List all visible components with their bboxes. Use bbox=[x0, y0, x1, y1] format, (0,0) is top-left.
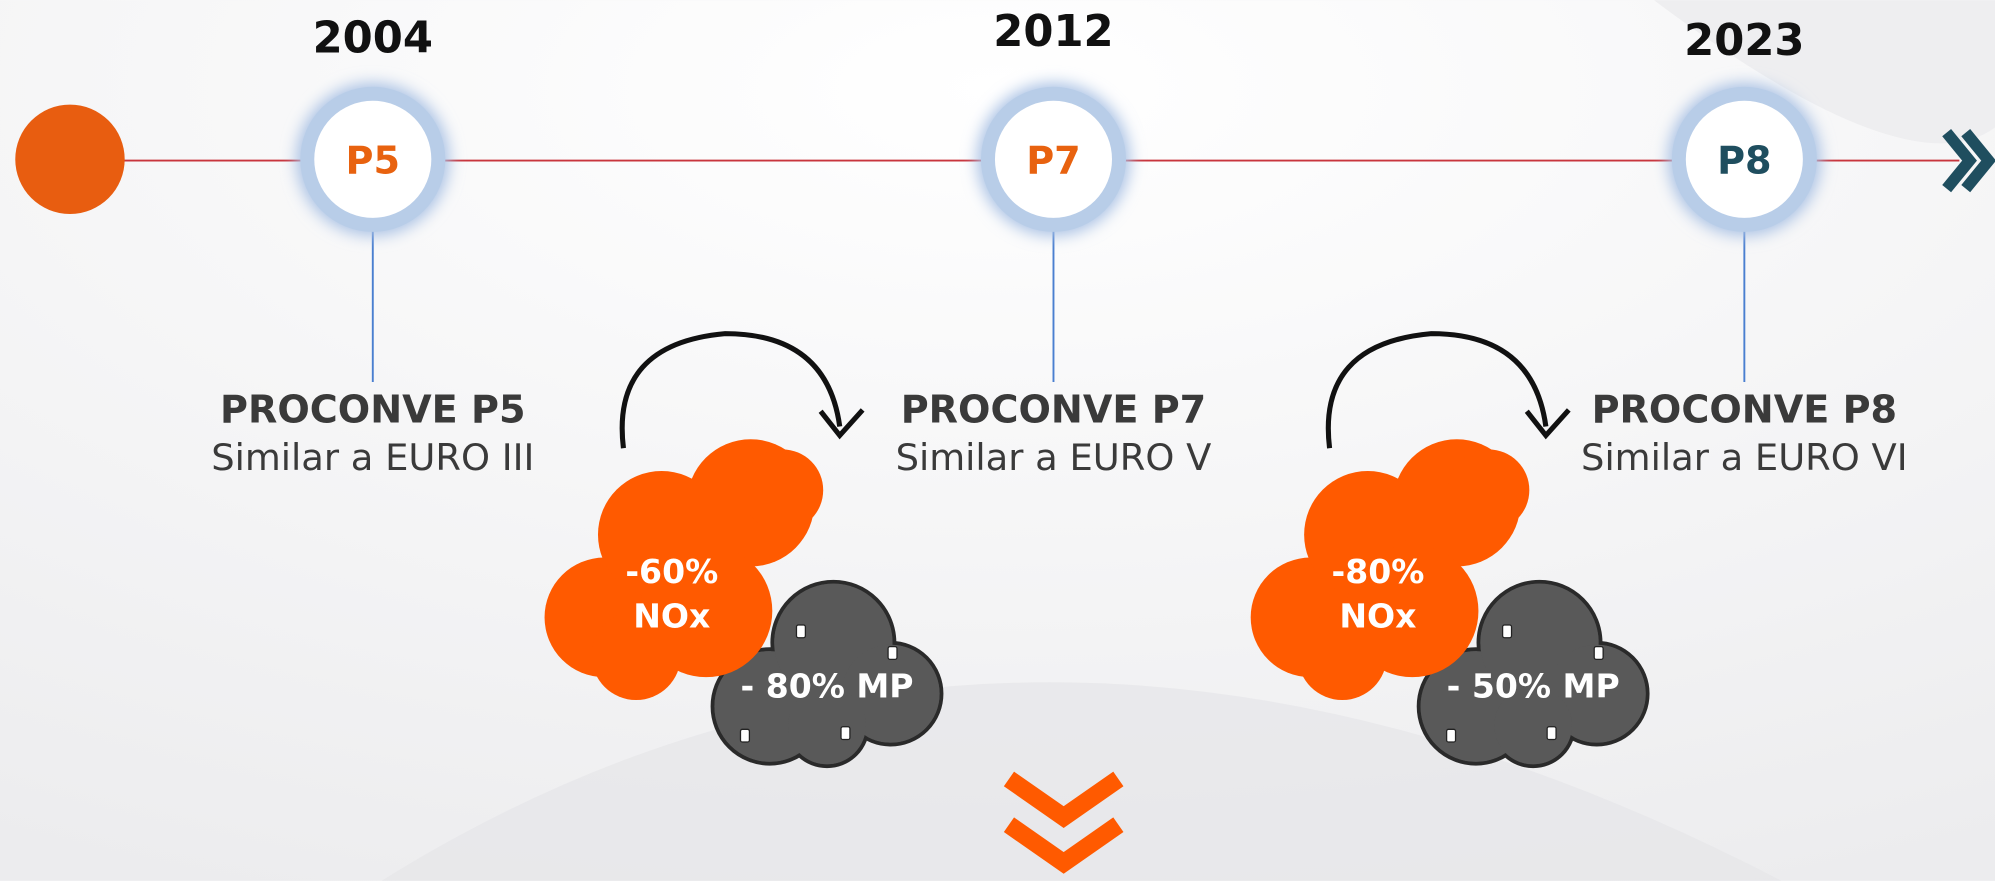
nox-cloud bbox=[741, 449, 824, 531]
mp-reduction: - 80% MP bbox=[740, 667, 913, 706]
start-dot bbox=[15, 104, 125, 215]
particle bbox=[1501, 624, 1513, 639]
particle bbox=[1445, 728, 1457, 743]
milestone-subtitle: Similar a EURO V bbox=[896, 436, 1212, 479]
milestone-subtitle: Similar a EURO III bbox=[211, 436, 534, 479]
nox-label: NOx bbox=[633, 597, 710, 636]
year: 2023 bbox=[1684, 16, 1804, 66]
mp-cloud bbox=[1547, 644, 1646, 743]
particle bbox=[1593, 645, 1604, 660]
down-chevron bbox=[1003, 771, 1124, 874]
nox-value: -80% bbox=[1331, 552, 1424, 591]
milestone-core bbox=[994, 100, 1113, 218]
year: 2012 bbox=[993, 7, 1113, 57]
year: 2004 bbox=[313, 13, 433, 63]
particle bbox=[1546, 726, 1557, 741]
mp-reduction: - 50% MP bbox=[1447, 667, 1620, 706]
milestone-code: P5 bbox=[346, 138, 401, 182]
arrow-head bbox=[1524, 408, 1571, 440]
nox-cloud bbox=[1297, 610, 1387, 701]
nox-cloud bbox=[591, 610, 681, 701]
swoosh bbox=[1654, 0, 1995, 144]
particle bbox=[840, 726, 851, 741]
cycle-arrow bbox=[1325, 331, 1549, 449]
milestone-title: PROCONVE P5 bbox=[220, 388, 526, 432]
milestone-title: PROCONVE P7 bbox=[901, 388, 1207, 432]
mp-cloud bbox=[1494, 686, 1572, 765]
milestone-core bbox=[1685, 100, 1803, 218]
milestone-subtitle: Similar a EURO VI bbox=[1581, 436, 1908, 479]
nox-value: -60% bbox=[625, 552, 718, 591]
nox-label: NOx bbox=[1339, 597, 1416, 636]
reduction: -80% NOx - 50% MP bbox=[1250, 331, 1650, 769]
particle bbox=[887, 645, 898, 660]
nox-cloud bbox=[1447, 449, 1530, 531]
milestone-core bbox=[314, 100, 432, 218]
milestone-code: P8 bbox=[1717, 138, 1772, 182]
particle bbox=[795, 624, 807, 639]
arrow-head bbox=[818, 408, 865, 440]
next-chevron bbox=[1942, 128, 1995, 193]
milestone-code: P7 bbox=[1026, 138, 1081, 182]
mp-cloud bbox=[841, 644, 940, 743]
mp-cloud bbox=[788, 686, 866, 765]
particle bbox=[739, 728, 751, 743]
milestone-title: PROCONVE P8 bbox=[1592, 388, 1898, 432]
cycle-arrow bbox=[619, 331, 843, 449]
reduction: -60% NOx - 80% MP bbox=[544, 331, 944, 769]
